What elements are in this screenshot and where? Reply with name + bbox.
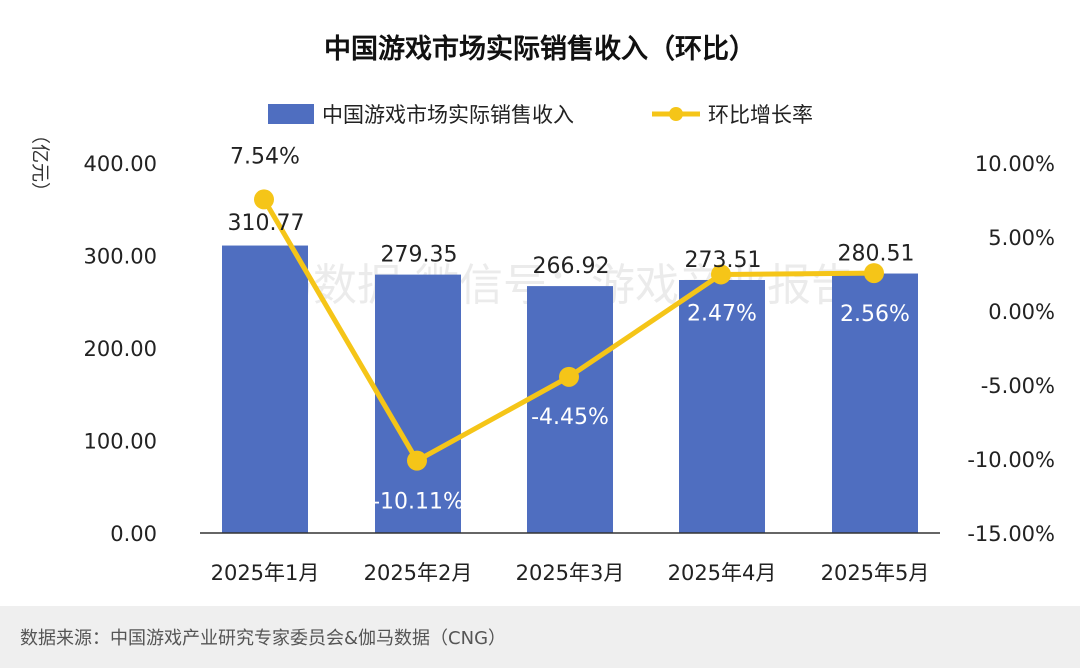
y2-tick-label: 10.00% <box>975 152 1055 176</box>
y2-axis-ticks: -15.00% -10.00% -5.00% 0.00% 5.00% 10.00% <box>967 152 1055 546</box>
bars <box>222 245 918 533</box>
growth-point-3 <box>559 366 579 387</box>
bar-5 <box>832 273 918 533</box>
footer-bar <box>0 606 1080 668</box>
y-tick-label: 200.00 <box>84 337 157 361</box>
growth-point-5 <box>864 263 884 284</box>
x-tick-label: 2025年5月 <box>821 561 930 585</box>
growth-value-label: 2.56% <box>840 302 910 327</box>
chart-title: 中国游戏市场实际销售收入（环比） <box>324 33 756 65</box>
bar-2 <box>375 274 461 533</box>
bar-value-label: 279.35 <box>381 243 458 268</box>
bar-value-label: 266.92 <box>533 254 610 279</box>
growth-point-4 <box>711 264 731 285</box>
bar-value-labels: 310.77 279.35 266.92 273.51 280.51 <box>228 211 915 279</box>
bar-1 <box>222 245 308 533</box>
growth-line-series <box>254 189 884 471</box>
bar-value-label: 273.51 <box>685 248 762 273</box>
y2-tick-label: -10.00% <box>967 448 1055 472</box>
y-tick-label: 300.00 <box>84 245 157 269</box>
y-tick-label: 400.00 <box>84 152 157 176</box>
x-tick-label: 2025年4月 <box>668 561 777 585</box>
bar-value-label: 310.77 <box>228 211 305 236</box>
legend-line-label: 环比增长率 <box>708 103 813 127</box>
bar-3 <box>527 286 613 533</box>
y-axis-label: （亿元） <box>29 125 51 201</box>
legend-bar-label: 中国游戏市场实际销售收入 <box>322 103 574 127</box>
growth-value-label: -10.11% <box>372 490 464 515</box>
growth-value-label: -4.45% <box>531 405 609 430</box>
y-tick-label: 0.00 <box>110 522 157 546</box>
y2-tick-label: 5.00% <box>988 226 1055 250</box>
y2-tick-label: -5.00% <box>981 374 1055 398</box>
x-tick-label: 2025年1月 <box>211 561 320 585</box>
growth-value-label: 7.54% <box>230 144 300 169</box>
growth-point-1 <box>254 189 274 210</box>
legend: 中国游戏市场实际销售收入 环比增长率 <box>268 103 813 127</box>
y-tick-label: 100.00 <box>84 430 157 454</box>
legend-line-marker <box>669 107 683 121</box>
x-tick-label: 2025年2月 <box>364 561 473 585</box>
bar-4 <box>679 280 765 533</box>
combo-chart: 中国游戏市场实际销售收入（环比） 中国游戏市场实际销售收入 环比增长率 （亿元）… <box>29 33 1055 585</box>
growth-point-2 <box>407 450 427 471</box>
data-source: 数据来源：中国游戏产业研究专家委员会&伽马数据（CNG） <box>20 628 507 649</box>
growth-value-labels: 7.54% -10.11% -4.45% 2.47% 2.56% <box>230 144 910 514</box>
y2-tick-label: 0.00% <box>988 300 1055 324</box>
growth-value-label: 2.47% <box>687 301 757 326</box>
bar-value-label: 280.51 <box>838 242 915 267</box>
x-tick-label: 2025年3月 <box>516 561 625 585</box>
x-axis-ticks: 2025年1月 2025年2月 2025年3月 2025年4月 2025年5月 <box>211 561 930 585</box>
y2-tick-label: -15.00% <box>967 522 1055 546</box>
legend-bar-swatch <box>268 104 314 124</box>
y-axis-ticks: 0.00 100.00 200.00 300.00 400.00 <box>84 152 157 546</box>
